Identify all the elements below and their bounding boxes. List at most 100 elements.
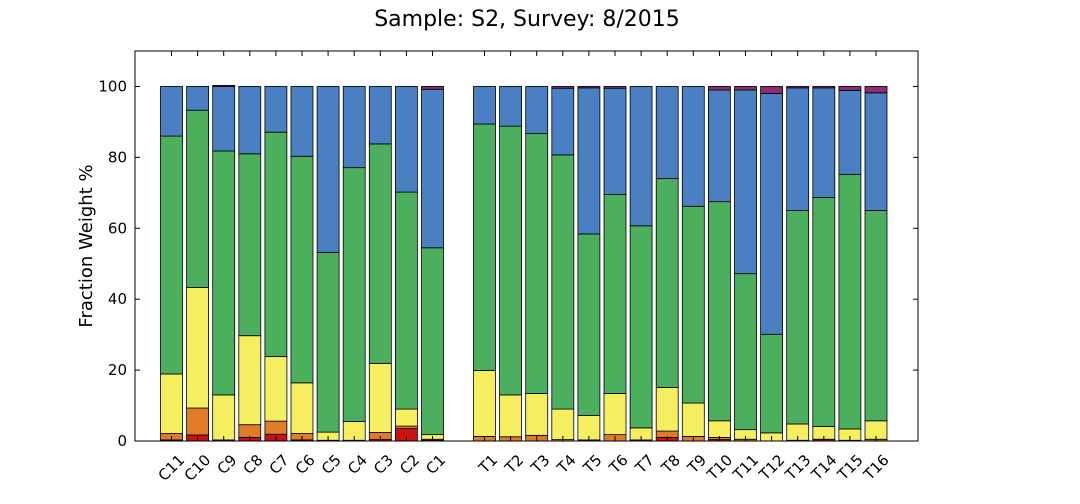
x-tick-label-T14: T14: [807, 451, 840, 484]
bar-segment-C7-1: [264, 420, 288, 435]
plot-frame: [134, 50, 919, 442]
x-tick-label-T4: T4: [553, 451, 580, 478]
bar-segment-T3-3: [525, 133, 549, 394]
bar-segment-T14-4: [812, 87, 836, 198]
bar-segment-C3-2: [368, 362, 392, 433]
bar-segment-C9-2: [212, 394, 236, 441]
bar-segment-T11-5: [734, 86, 757, 91]
y-tick-label-0: 0: [117, 432, 127, 450]
bar-segment-T14-5: [812, 86, 836, 89]
bar-segment-C2-3: [394, 191, 418, 410]
x-tick-label-T5: T5: [579, 451, 606, 478]
bar-segment-T6-2: [603, 393, 627, 436]
bar-segment-T7-4: [629, 86, 653, 227]
bar-segment-T12-5: [760, 86, 783, 94]
bar-segment-T7-3: [629, 225, 653, 429]
x-tick-label-C11: C11: [155, 451, 189, 485]
bar-segment-T5-5: [577, 86, 601, 89]
bar-segment-T12-4: [760, 93, 783, 335]
x-tick-label-T6: T6: [605, 451, 632, 478]
bar-segment-T2-3: [499, 125, 523, 396]
bar-segment-C5-4: [316, 86, 340, 253]
x-tick-label-T8: T8: [657, 451, 684, 478]
x-tick-label-C3: C3: [370, 451, 397, 478]
y-tick-label-20: 20: [108, 361, 127, 379]
bar-segment-C4-3: [342, 167, 366, 422]
bar-segment-T5-3: [577, 233, 601, 416]
bar-segment-T4-4: [551, 87, 575, 156]
bar-segment-T1-4: [473, 86, 496, 125]
bar-segment-T4-5: [551, 86, 575, 89]
chart-title: Sample: S2, Survey: 8/2015: [374, 7, 680, 32]
bar-segment-T2-4: [499, 86, 523, 127]
bar-segment-C9-5: [212, 84, 236, 87]
bar-segment-T5-4: [577, 87, 601, 235]
bar-segment-T15-5: [838, 86, 862, 91]
x-tick-label-C9: C9: [214, 451, 241, 478]
bar-segment-C10-2: [186, 287, 210, 409]
bar-segment-T11-3: [734, 273, 757, 431]
bar-segment-T10-4: [708, 89, 731, 203]
bar-segment-C7-2: [264, 356, 288, 422]
bar-segment-C7-4: [264, 86, 288, 133]
y-tick-label-60: 60: [108, 219, 127, 237]
x-tick-label-T15: T15: [833, 451, 866, 484]
x-tick-label-C2: C2: [396, 451, 423, 478]
bar-segment-C1-3: [421, 247, 444, 436]
bar-segment-C11-3: [160, 135, 183, 375]
bar-segment-C11-4: [160, 86, 183, 137]
bar-segment-T11-4: [734, 89, 757, 275]
bar-segment-T1-3: [473, 123, 496, 371]
x-tick-label-T2: T2: [501, 451, 528, 478]
bar-segment-C10-3: [186, 109, 210, 288]
x-tick-label-T7: T7: [631, 451, 658, 478]
bar-segment-T16-4: [864, 92, 888, 211]
bar-segment-C8-4: [238, 86, 262, 155]
bar-segment-T6-5: [603, 86, 627, 89]
bar-segment-C9-4: [212, 86, 236, 152]
bar-segment-T6-4: [603, 87, 627, 195]
bar-segment-C8-3: [238, 153, 262, 337]
bar-segment-T13-3: [786, 210, 810, 425]
x-tick-label-C5: C5: [318, 451, 345, 478]
bar-segment-T8-3: [655, 178, 679, 388]
y-axis-label: Fraction Weight %: [76, 164, 97, 327]
bar-segment-T10-3: [708, 201, 731, 422]
bar-segment-T8-2: [655, 387, 679, 432]
x-tick-label-C10: C10: [181, 451, 215, 485]
bar-segment-T3-2: [525, 393, 549, 436]
x-tick-label-T16: T16: [859, 451, 892, 484]
bar-segment-C3-3: [368, 143, 392, 364]
bar-segment-C2-4: [394, 86, 418, 193]
x-tick-label-T3: T3: [527, 451, 554, 478]
bar-segment-C7-3: [264, 131, 288, 358]
bar-segment-C6-3: [290, 155, 314, 384]
bar-segment-T9-2: [681, 402, 705, 437]
x-tick-label-C1: C1: [422, 451, 449, 478]
bar-segment-C2-2: [394, 408, 418, 427]
bar-segment-T13-4: [786, 87, 810, 211]
bar-segment-T9-3: [681, 205, 705, 404]
bar-segment-C6-4: [290, 86, 314, 157]
bar-segment-T3-4: [525, 86, 549, 134]
bar-segment-T16-3: [864, 210, 888, 422]
bar-segment-T12-3: [760, 333, 783, 434]
bar-segment-T1-2: [473, 370, 496, 437]
x-tick-label-C7: C7: [266, 451, 293, 478]
y-ticks: 0 20 40 60 80 100: [98, 77, 918, 450]
bar-segment-T10-5: [708, 86, 731, 91]
x-tick-label-C4: C4: [344, 451, 371, 478]
bar-segment-C6-2: [290, 382, 314, 434]
bar-segment-C5-3: [316, 251, 340, 433]
bar-segment-T15-4: [838, 89, 862, 175]
y-tick-label-100: 100: [98, 77, 127, 95]
bar-segment-C8-1: [238, 424, 262, 438]
bar-segment-T4-2: [551, 408, 575, 440]
bar-segment-C10-1: [186, 407, 210, 436]
x-tick-label-T1: T1: [475, 451, 502, 478]
bar-segment-C3-4: [368, 86, 392, 145]
x-tick-label-T13: T13: [781, 451, 814, 484]
bar-segment-C9-3: [212, 150, 236, 396]
bar-segment-C10-4: [186, 86, 210, 111]
